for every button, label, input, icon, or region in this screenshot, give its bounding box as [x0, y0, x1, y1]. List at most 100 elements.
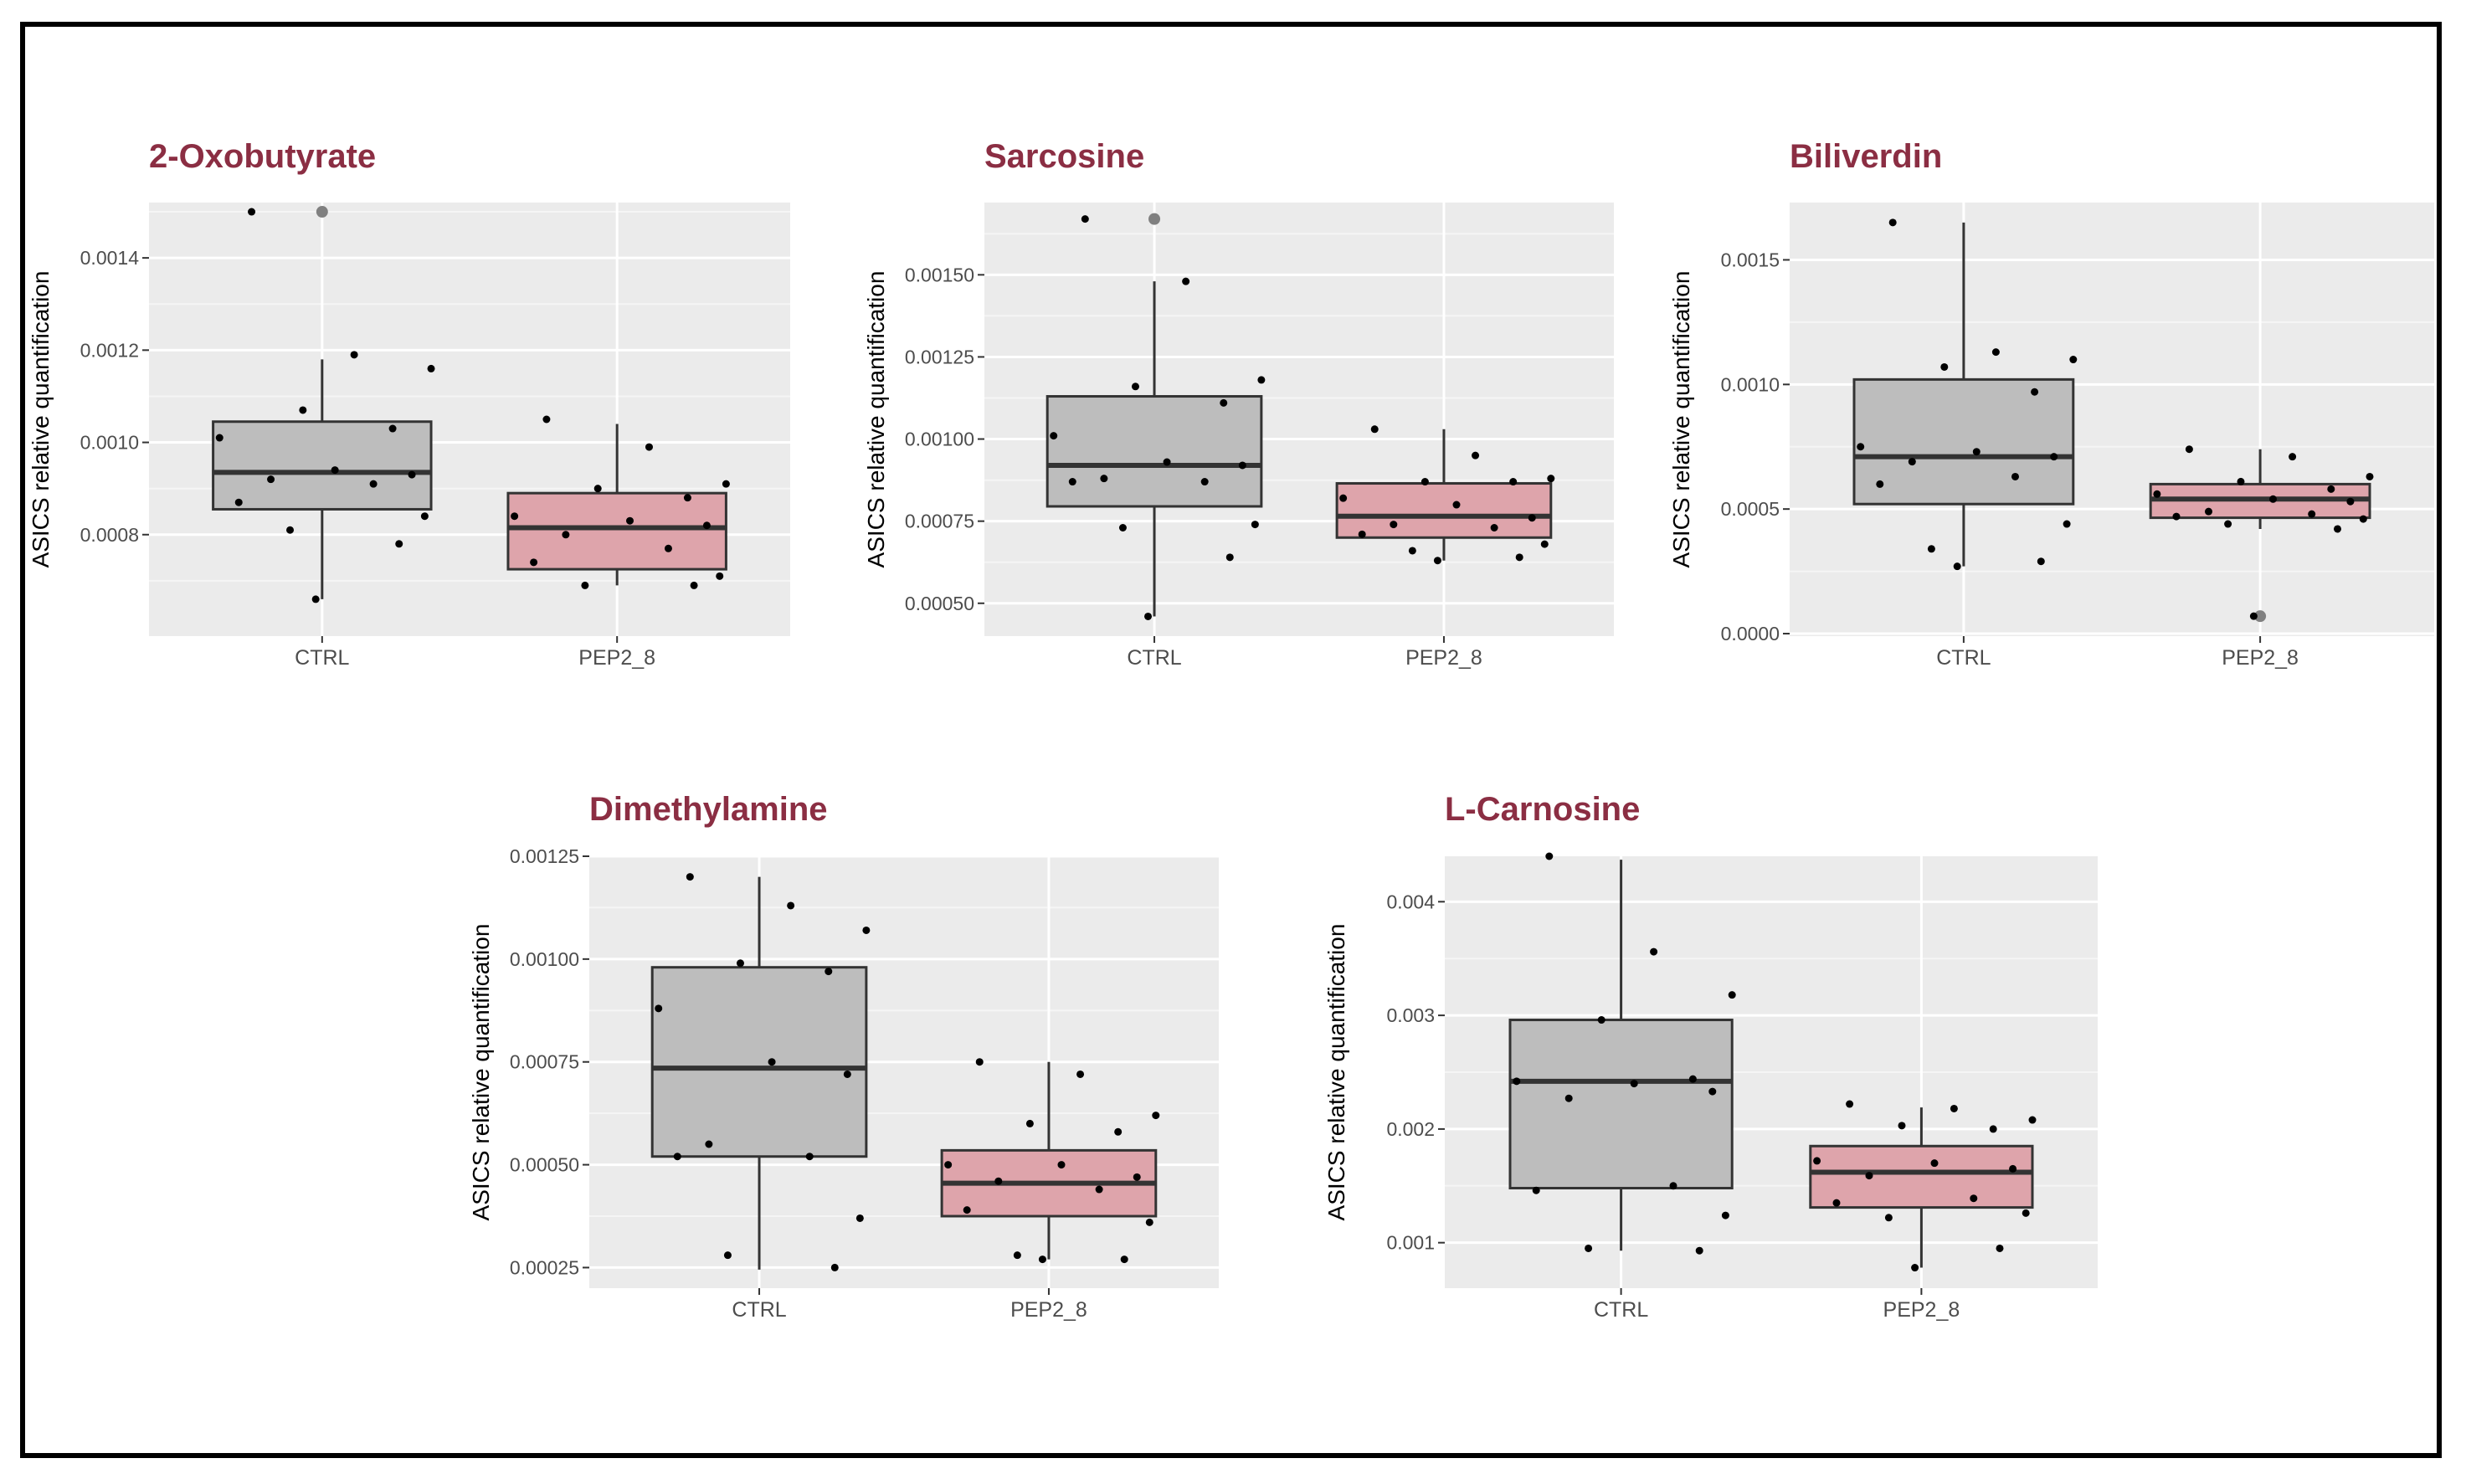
data-point	[2237, 477, 2245, 485]
x-tick-label: CTRL	[1127, 646, 1181, 670]
x-tick-label: PEP2_8	[1883, 1298, 1960, 1322]
data-point	[2185, 445, 2193, 454]
data-point	[1472, 451, 1480, 460]
data-point	[350, 351, 358, 359]
data-point	[1076, 1070, 1085, 1078]
data-point	[830, 1263, 839, 1271]
data-point	[1876, 480, 1884, 488]
data-point	[1433, 557, 1441, 565]
panel-title: L-Carnosine	[1445, 791, 1640, 828]
panel-title: 2-Oxobutyrate	[149, 138, 376, 175]
y-axis-label: ASICS relative quantification	[28, 271, 54, 568]
data-point	[1251, 521, 1259, 529]
data-point	[1857, 443, 1865, 451]
data-point	[1339, 494, 1348, 502]
data-point	[1669, 1182, 1677, 1190]
panel-title: Dimethylamine	[589, 791, 828, 828]
data-point	[1908, 458, 1916, 466]
data-point	[215, 434, 223, 442]
box-iqr	[1809, 1144, 2034, 1209]
data-point	[2063, 520, 2071, 528]
data-point	[1630, 1080, 1638, 1088]
data-point	[1996, 1244, 2004, 1252]
y-axis-label: ASICS relative quantification	[1668, 271, 1694, 568]
y-tick-label: 0.00100	[905, 429, 974, 450]
y-tick-label: 0.00075	[905, 511, 974, 532]
box-iqr	[1045, 395, 1263, 508]
data-point	[862, 926, 871, 934]
box-pep2_8	[1335, 425, 1555, 565]
data-point	[1013, 1251, 1021, 1260]
data-point	[1370, 425, 1379, 434]
data-point	[686, 873, 694, 881]
data-point	[2172, 512, 2181, 521]
data-point	[963, 1206, 971, 1214]
data-point	[511, 512, 519, 521]
data-point	[2269, 495, 2277, 503]
data-point	[408, 470, 416, 479]
data-point	[427, 364, 435, 372]
panel-1: 2-Oxobutyrate 0.0008 0.0010 0.0012 0.0014 ASI…	[28, 138, 790, 670]
data-point	[420, 512, 429, 521]
data-point	[1597, 1016, 1605, 1024]
data-point	[2249, 612, 2258, 620]
data-point	[994, 1177, 1003, 1185]
data-point	[542, 415, 551, 424]
data-point	[1911, 1264, 1919, 1272]
data-point	[975, 1058, 984, 1066]
data-point	[593, 485, 602, 493]
data-point	[1813, 1157, 1821, 1165]
data-point	[248, 208, 256, 216]
y-tick-label: 0.0010	[80, 432, 139, 454]
data-point	[626, 516, 634, 525]
data-point	[1131, 383, 1139, 391]
data-point	[805, 1153, 814, 1161]
data-point	[736, 959, 744, 968]
data-point	[2289, 453, 2297, 461]
data-point	[1238, 461, 1246, 470]
panel-5: L-Carnosine 0.001 0.002 0.003 0.004 ASICS rel…	[1323, 791, 2098, 1322]
box-ctrl	[650, 873, 871, 1271]
data-point	[581, 581, 589, 589]
data-point	[825, 968, 833, 976]
data-point	[1930, 1159, 1939, 1168]
x-tick-label: CTRL	[1594, 1298, 1648, 1322]
data-point	[2327, 485, 2335, 493]
data-point	[286, 526, 295, 534]
box-iqr	[650, 966, 868, 1158]
data-point	[1182, 277, 1190, 285]
data-point	[1832, 1199, 1841, 1207]
data-point	[311, 595, 320, 603]
data-point	[530, 558, 538, 567]
y-tick-label: 0.0000	[1721, 623, 1780, 644]
data-point	[1564, 1094, 1573, 1102]
data-point	[2009, 1164, 2017, 1173]
x-tick-label: PEP2_8	[2222, 646, 2299, 670]
data-point	[1540, 540, 1549, 548]
data-point	[1118, 524, 1127, 531]
panel-title: Biliverdin	[1790, 138, 1942, 175]
data-point	[1114, 1127, 1123, 1136]
data-point	[1358, 530, 1366, 538]
box-pep2_8	[1809, 1100, 2037, 1272]
data-point	[1695, 1246, 1703, 1255]
y-tick-label: 0.0015	[1721, 249, 1780, 270]
data-point	[1688, 1075, 1697, 1083]
box-iqr	[1852, 377, 2075, 506]
box-pep2_8	[2149, 445, 2374, 623]
outlier-point	[316, 206, 328, 218]
data-point	[722, 480, 730, 488]
y-axis-label: ASICS relative quantification	[863, 271, 889, 568]
data-point	[655, 1004, 663, 1013]
data-point	[1163, 458, 1171, 466]
y-tick-label: 0.00050	[510, 1154, 579, 1176]
y-tick-label: 0.0014	[80, 247, 140, 269]
box-pep2_8	[506, 415, 730, 589]
data-point	[1970, 1194, 1978, 1203]
data-point	[1390, 521, 1398, 529]
outlier-point	[1148, 213, 1161, 225]
data-point	[1095, 1185, 1103, 1194]
data-point	[1057, 1161, 1066, 1169]
y-tick-label: 0.0010	[1721, 373, 1780, 395]
data-point	[2028, 1116, 2037, 1124]
